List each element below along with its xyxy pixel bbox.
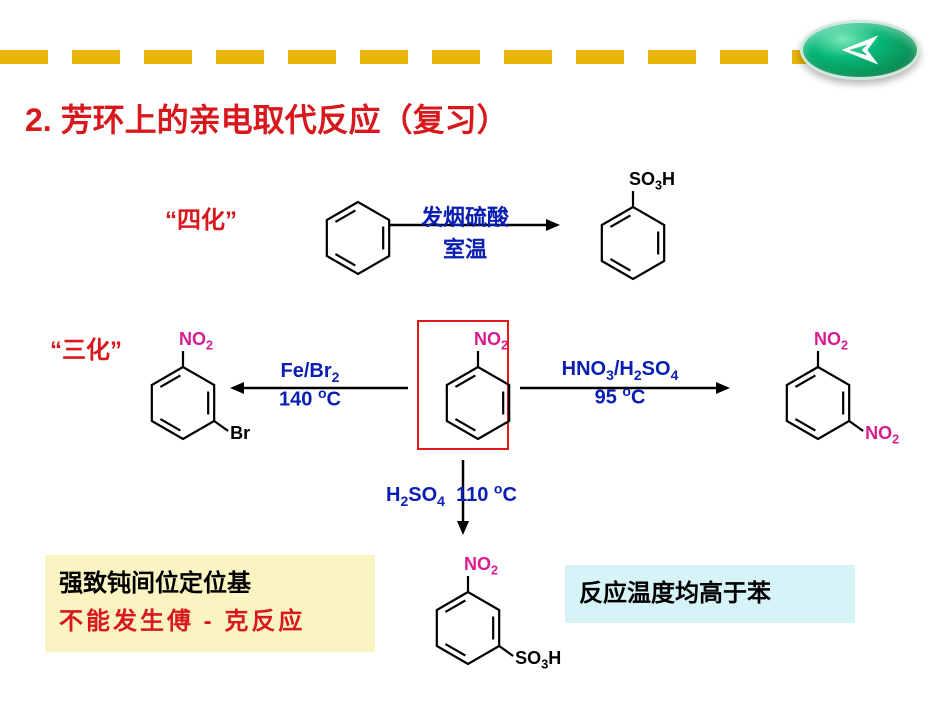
- reagent-bromination-line1: Fe/Br2: [255, 360, 365, 385]
- sanhua-text: “三化”: [50, 337, 122, 364]
- structure-benzene: [310, 190, 406, 291]
- substituent: NO2: [464, 554, 498, 578]
- reagent-nitration-line2: 95 oC: [540, 383, 700, 410]
- note1-line1: 强致钝间位定位基: [59, 565, 361, 603]
- reagent-sulfonation: 发烟硫酸 室温: [405, 200, 525, 264]
- substituent: NO2: [474, 329, 508, 353]
- reagent-sulfonation2: H2SO4 110 oC: [386, 480, 517, 509]
- substituent: Br: [230, 423, 250, 444]
- reagent-nitration: HNO3/H2SO4 95 oC: [540, 358, 700, 410]
- sihua-text: “四化”: [165, 207, 237, 234]
- reagent-sulfonation-line1: 发烟硫酸: [405, 200, 525, 232]
- plane-icon: [838, 28, 882, 72]
- structure-nitroso3h: [420, 580, 516, 681]
- reagent-bromination-line2: 140 oC: [255, 385, 365, 412]
- label-sanhua: “三化”: [50, 330, 122, 365]
- reagent-nitration-line1: HNO3/H2SO4: [540, 358, 700, 383]
- substituent: SO3H: [629, 169, 675, 193]
- reagent-sulfonation2-line1: H2SO4: [386, 484, 445, 506]
- note-deactivating-group: 强致钝间位定位基 不能发生傅 - 克反应: [45, 555, 375, 652]
- structure-bromonitro: [135, 355, 231, 456]
- nav-button[interactable]: [800, 20, 920, 80]
- label-sihua: “四化”: [165, 200, 237, 235]
- reagent-sulfonation-line2: 室温: [405, 232, 525, 264]
- reagent-sulfonation2-line2: 110 oC: [456, 484, 517, 506]
- heading-text: 2. 芳环上的亲电取代反应（复习）: [25, 102, 509, 138]
- note2-text: 反应温度均高于苯: [579, 580, 771, 607]
- reagent-bromination: Fe/Br2 140 oC: [255, 360, 365, 412]
- note1-line2: 不能发生傅 - 克反应: [59, 603, 361, 641]
- substituent: NO2: [179, 329, 213, 353]
- substituent: NO2: [865, 423, 899, 447]
- substituent: NO2: [814, 329, 848, 353]
- substituent: SO3H: [515, 648, 561, 672]
- slide-heading: 2. 芳环上的亲电取代反应（复习）: [25, 95, 509, 141]
- note-temperature: 反应温度均高于苯: [565, 565, 855, 623]
- structure-nitrobenzene: [430, 355, 526, 456]
- structure-so3h: [585, 195, 681, 296]
- structure-dinitro: [770, 355, 866, 456]
